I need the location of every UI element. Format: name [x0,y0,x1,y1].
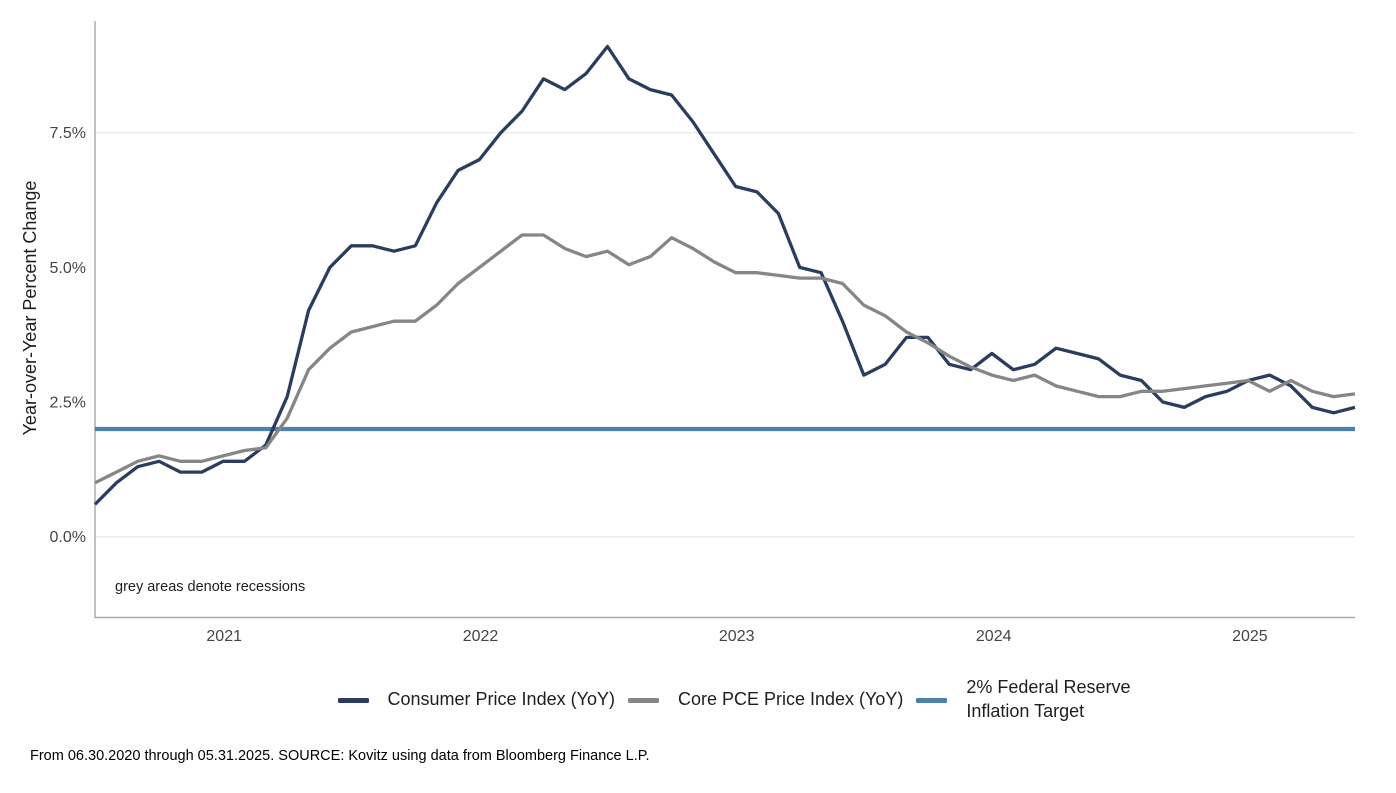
legend-item-fed-target: 2% Federal Reserve Inflation Target [916,676,1130,724]
cpi-legend-label: Consumer Price Index (YoY) [387,689,615,710]
fed-target-label-line1: 2% Federal Reserve [966,677,1131,698]
legend: Consumer Price Index (YoY) Core PCE Pric… [0,674,1396,726]
x-tick-label: 2021 [206,628,242,645]
fed-target-legend-swatch [916,697,948,703]
y-tick-label: 0.0% [50,529,86,546]
cpi-line [93,44,1356,506]
y-axis-title: Year-over-Year Percent Change [20,181,40,436]
x-tick-label: 2024 [976,628,1012,645]
axis-frame [94,21,1355,619]
legend-item-cpi: Consumer Price Index (YoY) [337,688,615,712]
x-tick-label: 2025 [1232,628,1268,645]
x-tick-label: 2023 [719,628,755,645]
y-tick-label: 2.5% [50,395,86,412]
recession-note: grey areas denote recessions [115,579,305,595]
y-tick-label: 5.0% [50,260,86,277]
core-pce-legend-swatch [627,697,659,703]
plot-svg: 0.0% 2.5% 5.0% 7.5% 2021 2022 2023 2024 2025 Year… [20,21,1356,645]
core-pce-legend-label: Core PCE Price Index (YoY) [677,689,904,710]
cpi-legend-swatch [337,697,369,703]
source-text: From 06.30.2020 through 05.31.2025. SOUR… [30,748,650,764]
fed-target-label-line2: Inflation Target [966,701,1085,721]
x-tick-label: 2022 [463,628,499,645]
y-tick-label: 7.5% [50,125,86,142]
legend-item-core-pce: Core PCE Price Index (YoY) [627,688,904,712]
core-pce-line [94,233,1356,485]
fed-target-legend-label: 2% Federal Reserve Inflation Target [966,676,1130,724]
